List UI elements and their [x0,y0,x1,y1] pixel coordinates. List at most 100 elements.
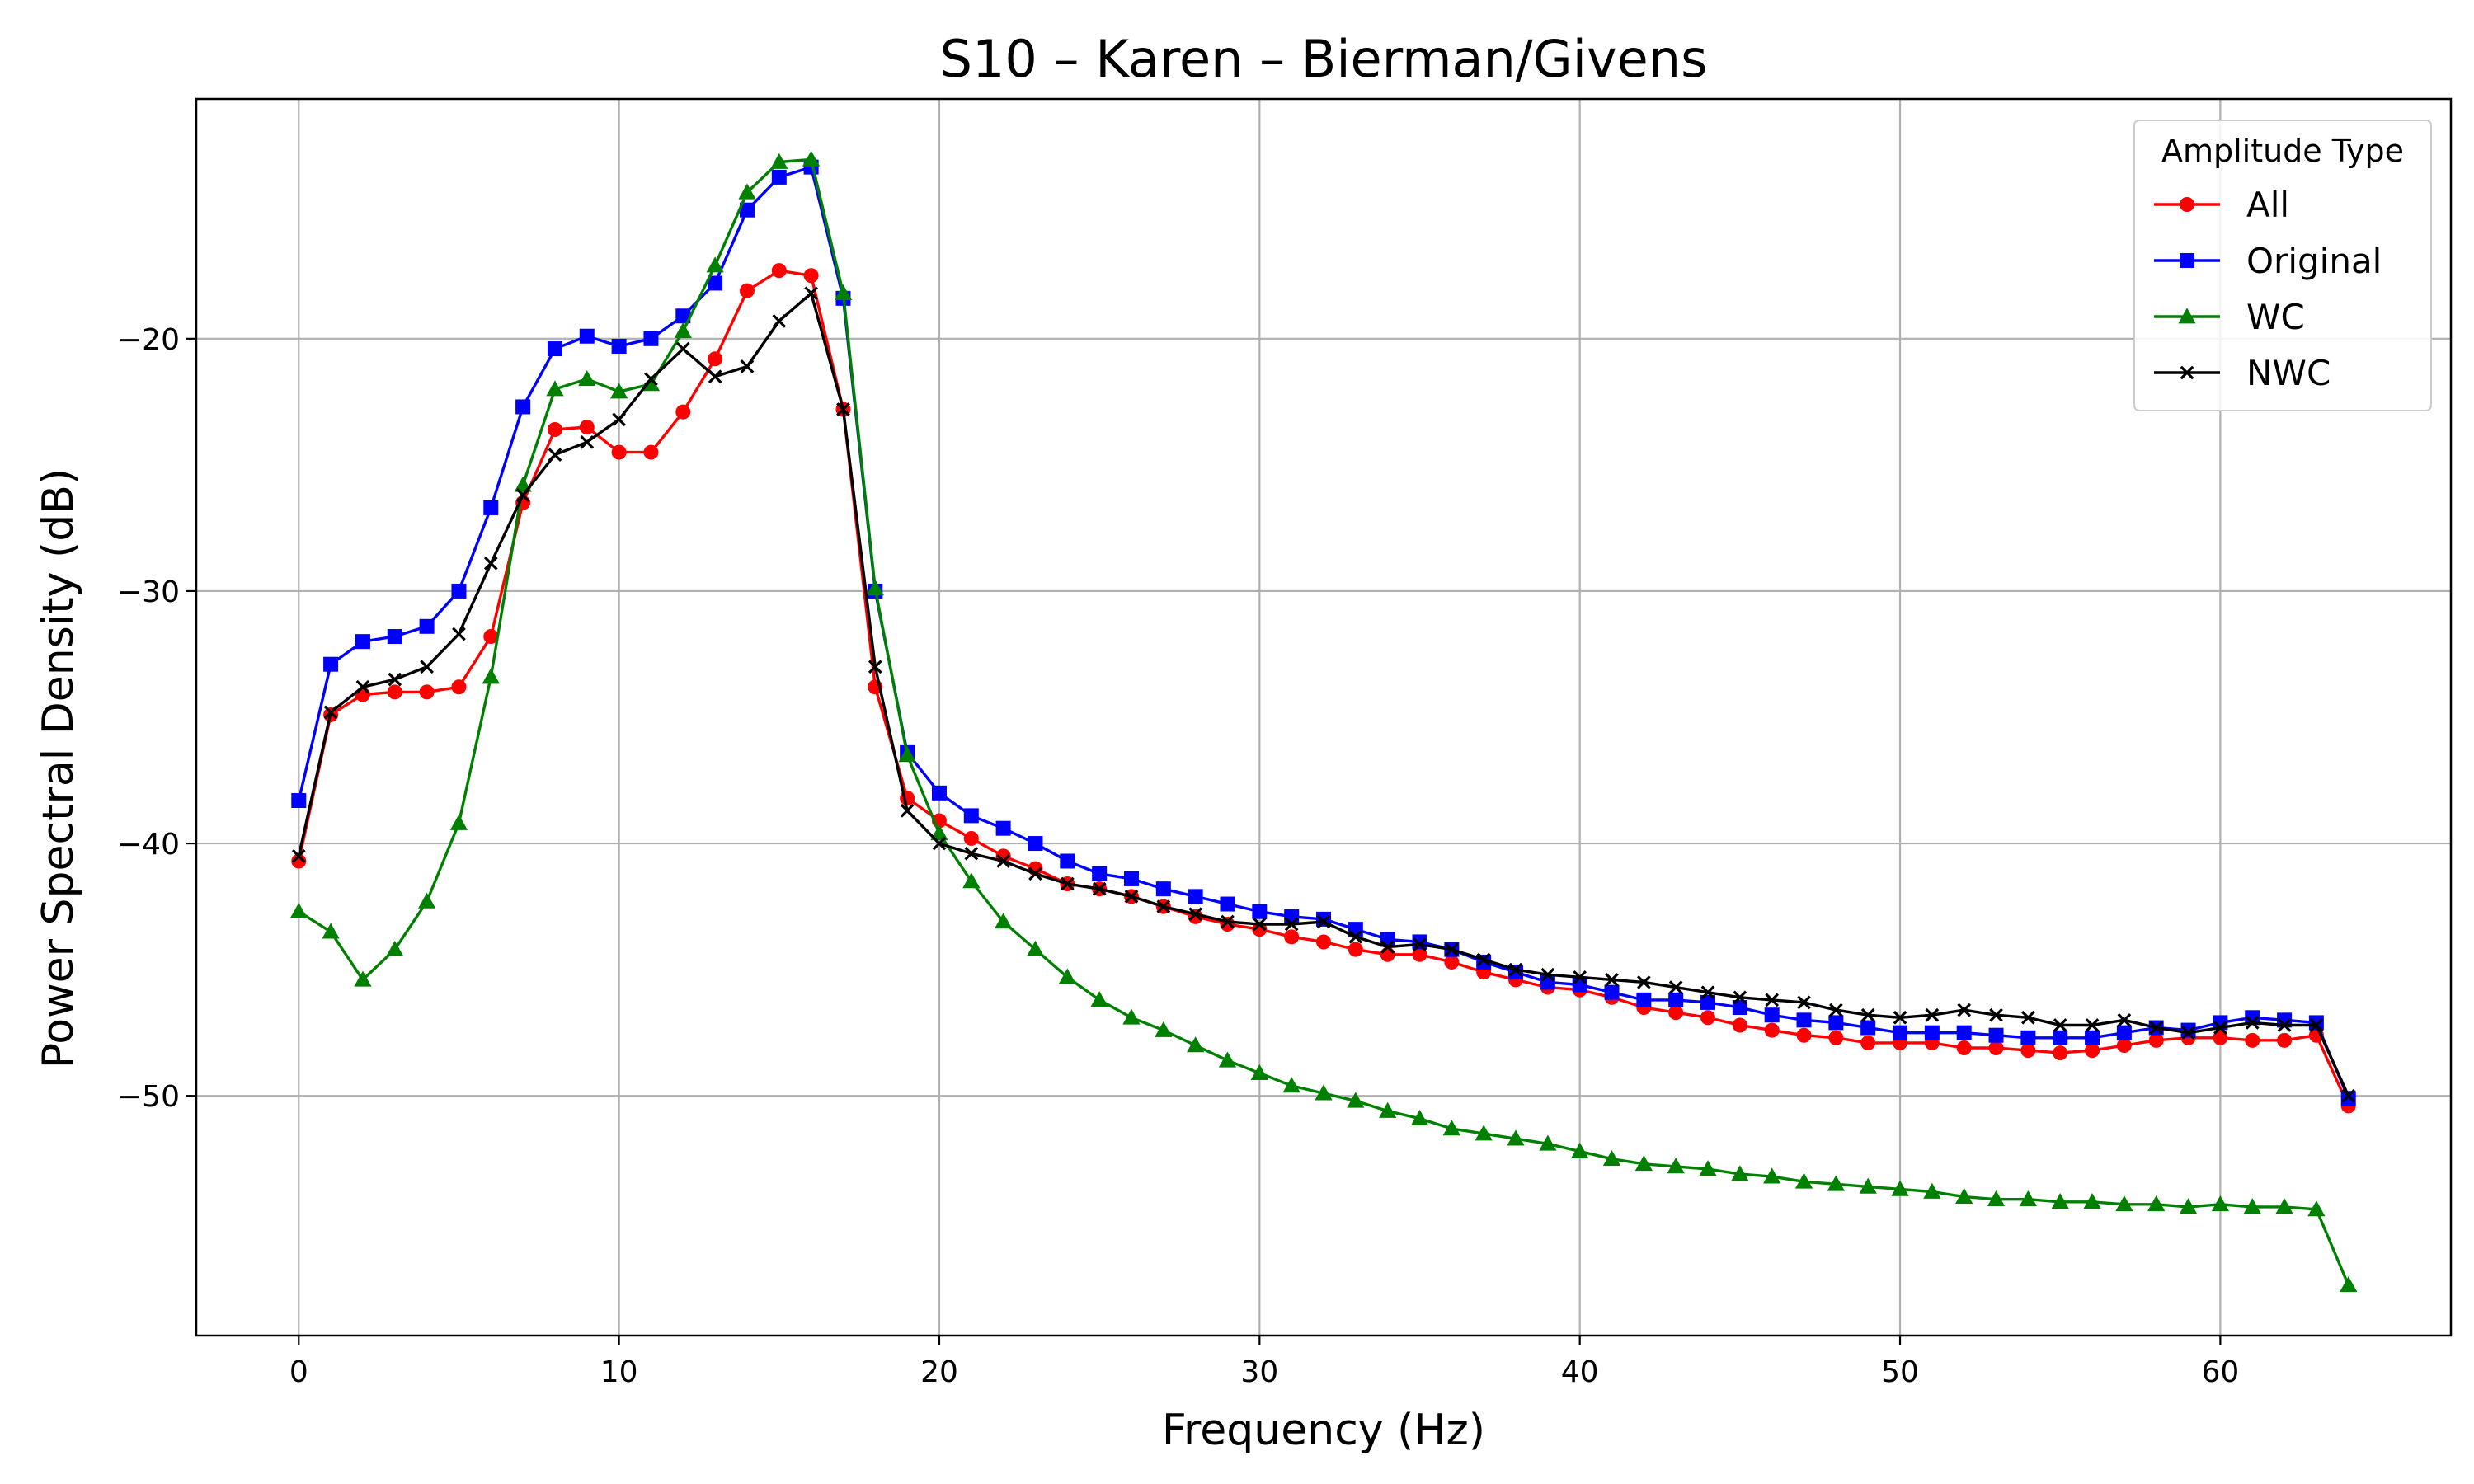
data-point-nwc [388,672,402,687]
data-point-wc [1218,1051,1237,1068]
data-point-wc [802,150,821,167]
y-axis-label: Power Spectral Density (dB) [34,468,83,1068]
data-point-wc [1442,1120,1460,1136]
data-point-all [739,283,755,298]
data-point-all [2053,1045,2068,1061]
data-point-nwc [2181,1026,2195,1040]
data-point-original [2020,1030,2036,1045]
data-point-wc [354,970,372,987]
data-point-nwc [868,660,882,674]
data-point-original [1828,1015,1844,1031]
data-point-original [1860,1020,1876,1036]
data-point-wc [930,824,948,841]
legend-marker-all [2180,197,2194,212]
data-point-nwc [2021,1010,2035,1025]
data-point-original [708,275,723,291]
data-point-nwc [900,803,915,818]
data-point-original [1988,1027,2004,1043]
data-point-wc [1187,1036,1205,1053]
data-point-original [1284,909,1300,924]
data-point-original [2085,1030,2100,1045]
legend-label-all: All [2246,185,2289,225]
data-point-wc [1891,1180,1909,1196]
data-point-nwc [1156,899,1171,913]
data-point-wc [1794,1172,1813,1189]
series-line-nwc [297,292,2350,1097]
data-point-original [515,399,531,415]
x-tick-label: 0 [289,1355,308,1389]
data-point-original [1924,1025,1940,1040]
data-point-all [1796,1027,1812,1043]
data-point-wc [866,580,884,596]
data-point-nwc [932,836,947,851]
legend-marker-wc [2178,308,2196,324]
data-point-all [643,444,659,460]
data-point-original [963,808,979,824]
data-point-nwc [1668,980,1683,994]
data-point-original [1956,1025,1972,1040]
data-point-all [611,444,627,460]
legend-marker-original [2180,253,2194,268]
data-point-all [1860,1035,1876,1050]
data-point-wc [1507,1129,1525,1146]
axis-ticks: 0 10 20 30 40 50 60 −20 −30 −40 −50 [117,323,2239,1389]
data-point-original [1604,984,1620,1000]
legend-marker-nwc [2180,365,2194,380]
data-point-wc [610,383,628,399]
data-point-wc [1155,1021,1173,1037]
legend-entries: All Original WC NWC [2154,185,2382,393]
data-point-wc [738,183,756,200]
legend-entry-original: Original [2154,241,2382,281]
series-original [291,159,2356,1106]
data-point-wc [1987,1190,2006,1207]
data-point-all [2085,1043,2100,1059]
data-point-wc [289,902,308,919]
data-point-wc [2083,1192,2101,1209]
data-point-all [2245,1032,2260,1048]
legend-entry-wc: WC [2154,297,2305,337]
data-point-nwc [1989,1007,2003,1022]
x-tick-label: 50 [1881,1355,1919,1389]
data-point-nwc [708,369,722,384]
data-point-nwc [996,854,1011,868]
data-point-wc [770,153,788,169]
data-point-nwc [964,846,979,861]
legend-box [2133,120,2432,411]
data-point-nwc [1028,866,1042,881]
data-point-nwc [1636,975,1651,989]
data-point-nwc [836,402,850,416]
data-point-nwc [580,434,595,449]
data-point-original [419,618,435,634]
data-point-nwc [1700,985,1715,1000]
data-point-nwc [2085,1018,2100,1032]
data-point-wc [1315,1084,1333,1101]
data-point-nwc [1348,929,1363,944]
data-point-wc [1602,1149,1621,1167]
data-point-nwc [1413,937,1427,951]
data-point-wc [1667,1158,1685,1174]
data-point-original [1572,977,1587,993]
data-point-wc [1410,1109,1429,1126]
data-point-all [1348,942,1363,957]
legend-title: Amplitude Type [2161,133,2404,169]
data-point-original [1220,896,1235,912]
data-point-all [2148,1032,2164,1048]
data-point-original [1155,881,1171,897]
data-point-nwc [1188,907,1203,922]
x-tick-label: 30 [1240,1355,1278,1389]
data-point-original [771,169,787,185]
data-point-original [1060,853,1075,869]
data-point-wc [1475,1125,1493,1141]
data-point-wc [1731,1165,1749,1181]
data-point-original [579,328,595,344]
data-point-original [355,634,370,650]
data-point-all [1764,1022,1780,1038]
data-point-original [2180,1022,2196,1038]
data-point-nwc [740,359,755,373]
data-point-all [771,263,787,279]
data-point-all [675,404,691,420]
data-point-original [1540,974,1555,990]
legend-entry-all: All [2154,185,2289,225]
data-point-all [451,679,467,695]
data-point-original [611,339,627,354]
